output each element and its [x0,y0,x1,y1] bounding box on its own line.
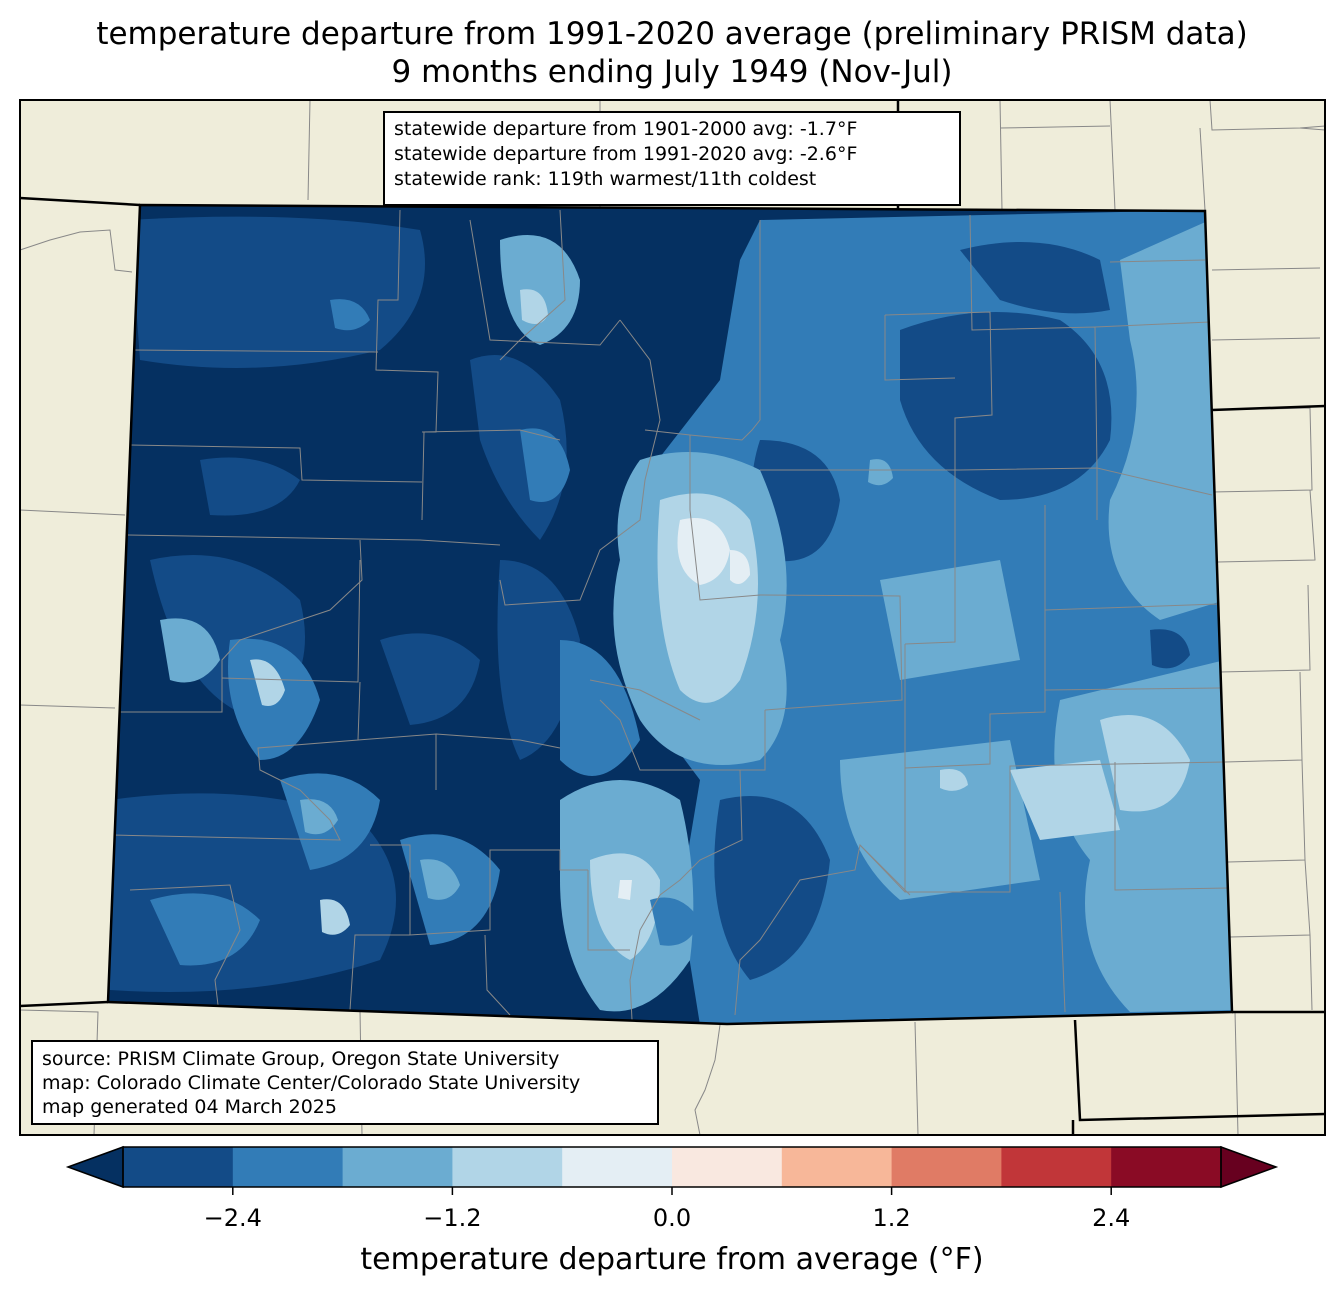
stat-rank: statewide rank: 119th warmest/11th colde… [394,168,817,190]
statewide-stats-box: statewide departure from 1901-2000 avg: … [383,111,961,206]
colorbar-bin-5 [672,1147,783,1187]
colorbar-bin-9 [1111,1147,1222,1187]
colorbar-bin-2 [342,1147,453,1187]
colorbar-bin-3 [452,1147,563,1187]
colorbar-bin-4 [562,1147,673,1187]
credit-generated: map generated 04 March 2025 [42,1096,337,1118]
colorbar-bin-6 [781,1147,893,1187]
temperature-field [108,205,1232,1024]
colorbar-bin-1 [232,1147,344,1187]
colorbar-label: temperature departure from average (°F) [360,1242,984,1277]
colorbar [65,1145,1279,1195]
colorbar-under-arrow [65,1145,124,1189]
colorbar-bin-8 [1001,1147,1112,1187]
colorbar-tick-label: 2.4 [1092,1204,1131,1232]
map-title-line-1: temperature departure from 1991-2020 ave… [96,16,1248,52]
colorbar-over-arrow [1220,1145,1279,1189]
stat-departure-1901-2000: statewide departure from 1901-2000 avg: … [394,118,858,140]
stat-departure-1991-2020: statewide departure from 1991-2020 avg: … [394,143,858,165]
credit-map: map: Colorado Climate Center/Colorado St… [42,1072,581,1094]
credits-box: source: PRISM Climate Group, Oregon Stat… [31,1040,659,1125]
colorbar-bin-7 [891,1147,1002,1187]
colorbar-tick-label: 0.0 [652,1204,692,1232]
credit-source: source: PRISM Climate Group, Oregon Stat… [42,1048,560,1070]
map-title-line-2: 9 months ending July 1949 (Nov-Jul) [391,54,953,90]
map-frame [19,99,1326,1136]
colorbar-tick-label: 1.2 [872,1204,911,1232]
colorbar-tick-label: −2.4 [203,1204,262,1232]
colorbar-tick-label: −1.2 [423,1204,482,1232]
colorbar-bin-0 [123,1147,234,1187]
